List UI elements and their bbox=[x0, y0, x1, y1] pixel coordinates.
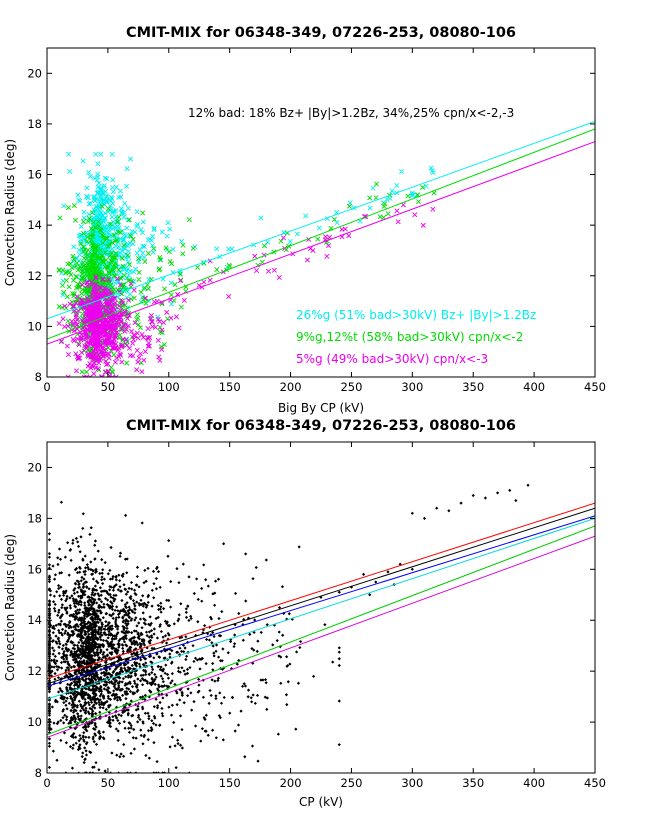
y-axis-label: Convection Radius (deg) bbox=[3, 139, 17, 286]
legend-entry-2: 5%g (49% bad>30kV) cpn/x<-3 bbox=[296, 352, 488, 366]
y-tick-label: 14 bbox=[27, 613, 42, 627]
chart-title: CMIT-MIX for 06348-349, 07226-253, 08080… bbox=[126, 418, 516, 434]
y-axis-label: Convection Radius (deg) bbox=[3, 534, 17, 681]
y-tick-label: 16 bbox=[27, 168, 42, 182]
fit-line-1 bbox=[47, 128, 595, 340]
fit-line-5 bbox=[47, 535, 595, 738]
axes-box bbox=[46, 47, 596, 378]
fit-line-2 bbox=[47, 141, 595, 345]
x-tick-label: 50 bbox=[101, 380, 116, 394]
legend-entry-0: 26%g (51% bad>30kV) Bz+ |By|>1.2Bz bbox=[296, 308, 536, 322]
y-tick-label: 18 bbox=[27, 117, 42, 131]
plot-marks bbox=[47, 120, 595, 377]
top-scatter-panel: CMIT-MIX for 06348-349, 07226-253, 08080… bbox=[3, 25, 606, 415]
x-tick-label: 0 bbox=[43, 776, 50, 790]
x-tick-label: 200 bbox=[280, 776, 302, 790]
fit-line-4 bbox=[47, 525, 595, 736]
bottom-scatter-panel: CMIT-MIX for 06348-349, 07226-253, 08080… bbox=[3, 418, 606, 809]
fit-line-3 bbox=[47, 517, 595, 700]
x-tick-label: 300 bbox=[401, 776, 423, 790]
fit-line-0 bbox=[47, 120, 595, 320]
series-2-points bbox=[56, 202, 436, 377]
x-tick-label: 450 bbox=[584, 380, 606, 394]
fit-line-2 bbox=[47, 515, 595, 687]
y-tick-label: 12 bbox=[27, 664, 42, 678]
x-tick-label: 450 bbox=[584, 776, 606, 790]
y-tick-label: 12 bbox=[27, 269, 42, 283]
y-tick-label: 8 bbox=[35, 370, 42, 384]
series-2-markers bbox=[56, 202, 436, 377]
y-tick-label: 20 bbox=[27, 460, 42, 474]
fit-line-1 bbox=[47, 507, 595, 685]
x-tick-label: 0 bbox=[43, 380, 50, 394]
series-0-points bbox=[47, 483, 530, 773]
legend-entry-1: 9%g,12%t (58% bad>30kV) cpn/x<-2 bbox=[296, 330, 523, 344]
y-tick-label: 20 bbox=[27, 66, 42, 80]
x-tick-label: 400 bbox=[523, 776, 545, 790]
x-tick-label: 400 bbox=[523, 380, 545, 394]
x-tick-label: 100 bbox=[158, 776, 180, 790]
x-tick-label: 250 bbox=[340, 380, 362, 394]
y-tick-label: 10 bbox=[27, 715, 42, 729]
chart-title: CMIT-MIX for 06348-349, 07226-253, 08080… bbox=[126, 25, 516, 41]
x-tick-label: 200 bbox=[280, 380, 302, 394]
x-tick-label: 350 bbox=[462, 380, 484, 394]
fit-line-0 bbox=[47, 502, 595, 680]
x-tick-label: 250 bbox=[340, 776, 362, 790]
plot-area bbox=[47, 48, 595, 377]
x-tick-label: 100 bbox=[158, 380, 180, 394]
annotation-text: 12% bad: 18% Bz+ |By|>1.2Bz, 34%,25% cpn… bbox=[188, 106, 514, 120]
plot-marks bbox=[47, 483, 595, 773]
x-tick-label: 150 bbox=[219, 380, 241, 394]
x-tick-label: 350 bbox=[462, 776, 484, 790]
series-0-markers bbox=[47, 483, 530, 773]
y-tick-label: 16 bbox=[27, 562, 42, 576]
y-tick-label: 18 bbox=[27, 511, 42, 525]
x-axis-label: Big By CP (kV) bbox=[278, 401, 364, 415]
x-tick-label: 50 bbox=[101, 776, 116, 790]
x-tick-label: 300 bbox=[401, 380, 423, 394]
y-tick-label: 10 bbox=[27, 319, 42, 333]
y-tick-label: 8 bbox=[35, 766, 42, 780]
axes-box bbox=[46, 441, 596, 774]
x-axis-label: CP (kV) bbox=[299, 795, 343, 809]
y-tick-label: 14 bbox=[27, 218, 42, 232]
x-tick-label: 150 bbox=[219, 776, 241, 790]
